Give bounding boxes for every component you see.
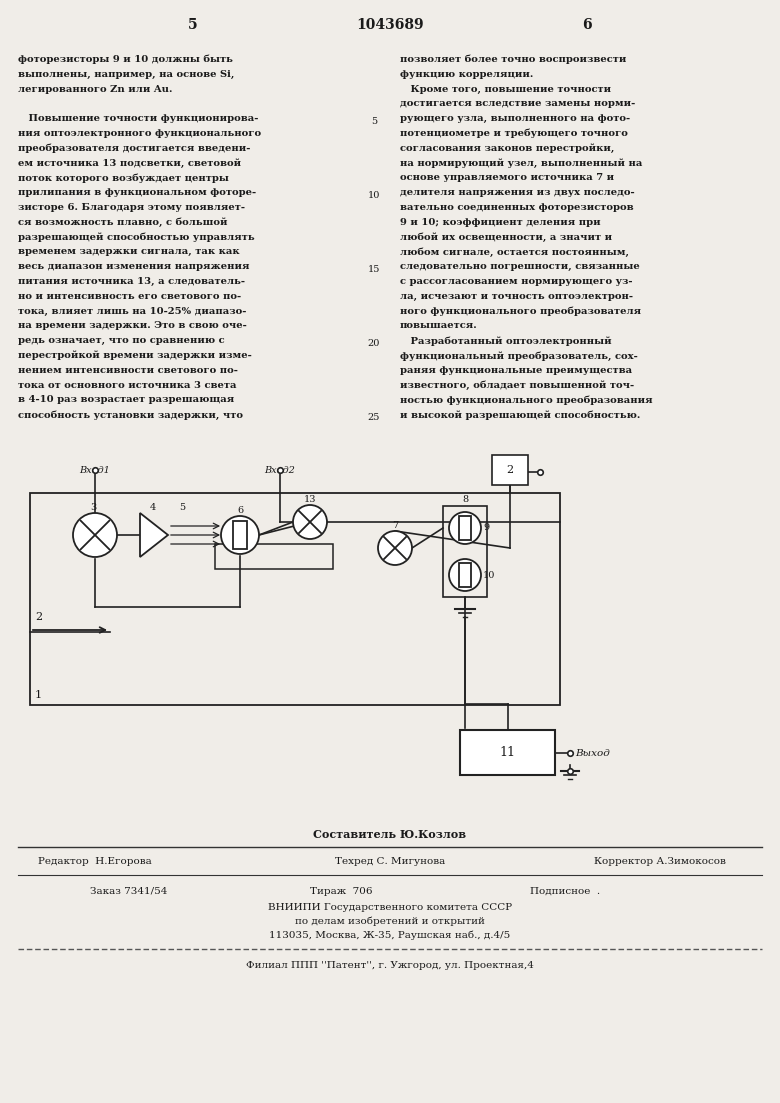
Text: ся возможность плавно, с большой: ся возможность плавно, с большой [18, 217, 228, 227]
Text: разрешающей способностью управлять: разрешающей способностью управлять [18, 233, 254, 242]
Text: преобразователя достигается введени-: преобразователя достигается введени- [18, 143, 250, 153]
Text: 13: 13 [303, 495, 316, 504]
Text: 2: 2 [506, 465, 513, 475]
Bar [443, 506, 487, 597]
Text: Кроме того, повышение точности: Кроме того, повышение точности [400, 85, 611, 94]
Text: Корректор А.Зимокосов: Корректор А.Зимокосов [594, 857, 726, 866]
Text: редь означает, что по сравнению с: редь означает, что по сравнению с [18, 336, 225, 345]
Text: питания источника 13, а следователь-: питания источника 13, а следователь- [18, 277, 245, 286]
Text: достигается вследствие замены норми-: достигается вследствие замены норми- [400, 99, 635, 108]
Circle shape [449, 559, 481, 591]
Text: Составитель Ю.Козлов: Составитель Ю.Козлов [314, 829, 466, 840]
Text: 6: 6 [237, 506, 243, 515]
Circle shape [73, 513, 117, 557]
Text: Выход: Выход [575, 750, 610, 759]
Bar [460, 730, 555, 775]
Text: рующего узла, выполненного на фото-: рующего узла, выполненного на фото- [400, 115, 630, 124]
Bar [492, 456, 528, 485]
Text: 5: 5 [371, 117, 377, 126]
Text: тока от основного источника 3 света: тока от основного источника 3 света [18, 381, 236, 389]
Text: следовательно погрешности, связанные: следовательно погрешности, связанные [400, 263, 640, 271]
Text: любой их освещенности, а значит и: любой их освещенности, а значит и [400, 233, 612, 243]
Text: 2: 2 [35, 612, 42, 622]
Text: 113035, Москва, Ж-35, Раушская наб., д.4/5: 113035, Москва, Ж-35, Раушская наб., д.4… [269, 930, 511, 940]
Text: функцию корреляции.: функцию корреляции. [400, 69, 534, 78]
Text: Повышение точности функционирова-: Повышение точности функционирова- [18, 115, 258, 124]
Text: 4: 4 [150, 503, 156, 512]
Text: повышается.: повышается. [400, 321, 477, 331]
Text: Вход2: Вход2 [264, 465, 295, 475]
Text: и высокой разрешающей способностью.: и высокой разрешающей способностью. [400, 410, 640, 420]
Text: 10: 10 [368, 191, 380, 200]
Text: 7: 7 [392, 521, 398, 531]
Text: Филиал ППП ''Патент'', г. Ужгород, ул. Проектная,4: Филиал ППП ''Патент'', г. Ужгород, ул. П… [246, 961, 534, 970]
Text: 6: 6 [582, 18, 592, 32]
Text: фоторезисторы 9 и 10 должны быть: фоторезисторы 9 и 10 должны быть [18, 55, 233, 64]
Text: 5: 5 [179, 503, 185, 512]
Text: зисторе 6. Благодаря этому появляет-: зисторе 6. Благодаря этому появляет- [18, 203, 245, 212]
Text: функциональный преобразователь, сох-: функциональный преобразователь, сох- [400, 351, 638, 361]
Text: на времени задержки. Это в свою оче-: на времени задержки. Это в свою оче- [18, 321, 246, 331]
Text: любом сигнале, остается постоянным,: любом сигнале, остается постоянным, [400, 247, 629, 257]
Text: Подписное  .: Подписное . [530, 887, 600, 896]
Text: 8: 8 [462, 495, 468, 504]
Text: ного функционального преобразователя: ного функционального преобразователя [400, 307, 641, 317]
Text: но и интенсивность его светового по-: но и интенсивность его светового по- [18, 292, 241, 301]
Bar [30, 493, 560, 705]
Text: Вход1: Вход1 [79, 465, 110, 475]
Text: основе управляемого источника 7 и: основе управляемого источника 7 и [400, 173, 614, 182]
Text: прилипания в функциональном фоторе-: прилипания в функциональном фоторе- [18, 189, 256, 197]
Text: 1: 1 [35, 690, 42, 700]
Text: 9: 9 [483, 524, 489, 533]
Circle shape [221, 516, 259, 554]
Text: 25: 25 [368, 414, 380, 422]
Text: 10: 10 [483, 570, 495, 579]
Text: 3: 3 [90, 503, 96, 512]
Text: 15: 15 [368, 265, 380, 275]
Circle shape [378, 531, 412, 565]
Polygon shape [140, 513, 168, 557]
Text: раняя функциональные преимущества: раняя функциональные преимущества [400, 366, 632, 375]
Text: известного, обладает повышенной точ-: известного, обладает повышенной точ- [400, 381, 634, 390]
Text: по делам изобретений и открытий: по делам изобретений и открытий [295, 917, 485, 925]
Text: ла, исчезают и точность оптоэлектрон-: ла, исчезают и точность оптоэлектрон- [400, 292, 633, 301]
Circle shape [293, 505, 327, 539]
Text: выполнены, например, на основе Si,: выполнены, например, на основе Si, [18, 69, 234, 78]
Text: 9 и 10; коэффициент деления при: 9 и 10; коэффициент деления при [400, 217, 601, 227]
Text: Техред С. Мигунова: Техред С. Мигунова [335, 857, 445, 866]
Text: легированного Zn или Au.: легированного Zn или Au. [18, 85, 172, 94]
Text: Редактор  Н.Егорова: Редактор Н.Егорова [38, 857, 152, 866]
Bar [215, 544, 333, 569]
Text: ем источника 13 подсветки, световой: ем источника 13 подсветки, световой [18, 159, 241, 168]
Bar [232, 522, 247, 548]
Text: весь диапазон изменения напряжения: весь диапазон изменения напряжения [18, 263, 250, 271]
Text: потенциометре и требующего точного: потенциометре и требующего точного [400, 129, 628, 139]
Text: Разработанный оптоэлектронный: Разработанный оптоэлектронный [400, 336, 612, 345]
Text: в 4-10 раз возрастает разрешающая: в 4-10 раз возрастает разрешающая [18, 395, 234, 405]
Text: ВНИИПИ Государственного комитета СССР: ВНИИПИ Государственного комитета СССР [268, 902, 512, 911]
Text: способность установки задержки, что: способность установки задержки, что [18, 410, 243, 420]
Bar [459, 564, 471, 587]
Text: 5: 5 [188, 18, 198, 32]
Circle shape [449, 512, 481, 544]
Text: вательно соединенных фоторезисторов: вательно соединенных фоторезисторов [400, 203, 633, 212]
Text: 11: 11 [499, 746, 516, 759]
Text: нением интенсивности светового по-: нением интенсивности светового по- [18, 366, 238, 375]
Text: перестройкой времени задержки изме-: перестройкой времени задержки изме- [18, 351, 252, 361]
Text: на нормирующий узел, выполненный на: на нормирующий узел, выполненный на [400, 159, 643, 168]
Bar [459, 516, 471, 539]
Text: поток которого возбуждает центры: поток которого возбуждает центры [18, 173, 229, 183]
Text: ностью функционального преобразования: ностью функционального преобразования [400, 395, 653, 405]
Text: 1043689: 1043689 [356, 18, 424, 32]
Text: позволяет более точно воспроизвести: позволяет более точно воспроизвести [400, 55, 626, 64]
Text: делителя напряжения из двух последо-: делителя напряжения из двух последо- [400, 189, 635, 197]
Text: 20: 20 [368, 339, 380, 349]
Text: с рассогласованием нормирующего уз-: с рассогласованием нормирующего уз- [400, 277, 633, 286]
Text: временем задержки сигнала, так как: временем задержки сигнала, так как [18, 247, 239, 256]
Text: Заказ 7341/54: Заказ 7341/54 [90, 887, 168, 896]
Text: Тираж  706: Тираж 706 [310, 887, 373, 896]
Text: тока, влияет лишь на 10-25% диапазо-: тока, влияет лишь на 10-25% диапазо- [18, 307, 246, 315]
Text: согласования законов перестройки,: согласования законов перестройки, [400, 143, 615, 153]
Text: ния оптоэлектронного функционального: ния оптоэлектронного функционального [18, 129, 261, 138]
